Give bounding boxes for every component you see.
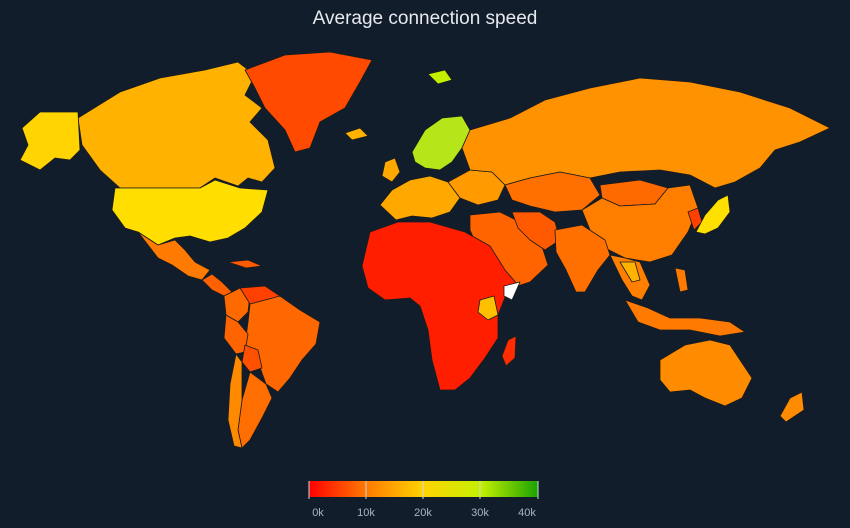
country-united-states[interactable]	[111, 179, 269, 246]
country-chile[interactable]	[227, 353, 243, 449]
legend-tick-label: 10k	[357, 507, 375, 519]
legend-tick-label: 40k	[518, 507, 536, 519]
country-central-asia[interactable]	[504, 171, 601, 213]
country-uk[interactable]	[381, 157, 401, 183]
country-kenya[interactable]	[477, 295, 499, 321]
country-new-zealand[interactable]	[779, 391, 805, 423]
country-thailand[interactable]	[619, 261, 641, 283]
country-madagascar[interactable]	[501, 335, 517, 367]
map-title: Average connection speed	[312, 8, 538, 29]
country-cuba[interactable]	[227, 259, 263, 269]
country-iceland[interactable]	[344, 127, 369, 141]
country-australia[interactable]	[659, 339, 753, 407]
country-japan[interactable]	[695, 194, 731, 235]
country-svalbard[interactable]	[427, 69, 453, 85]
country-somalia[interactable]	[503, 281, 521, 301]
legend-tick-label: 20k	[414, 507, 432, 519]
country-greenland[interactable]	[244, 51, 373, 153]
legend-tick-label: 0k	[312, 507, 324, 519]
country-indonesia[interactable]	[624, 299, 746, 337]
country-africa[interactable]	[361, 221, 519, 391]
legend-tick-label: 30k	[471, 507, 489, 519]
country-philippines[interactable]	[674, 267, 689, 293]
country-alaska[interactable]	[19, 111, 81, 171]
country-mexico[interactable]	[137, 231, 211, 281]
country-bolivia[interactable]	[241, 344, 263, 373]
country-india[interactable]	[554, 224, 611, 293]
country-iran[interactable]	[511, 211, 561, 251]
